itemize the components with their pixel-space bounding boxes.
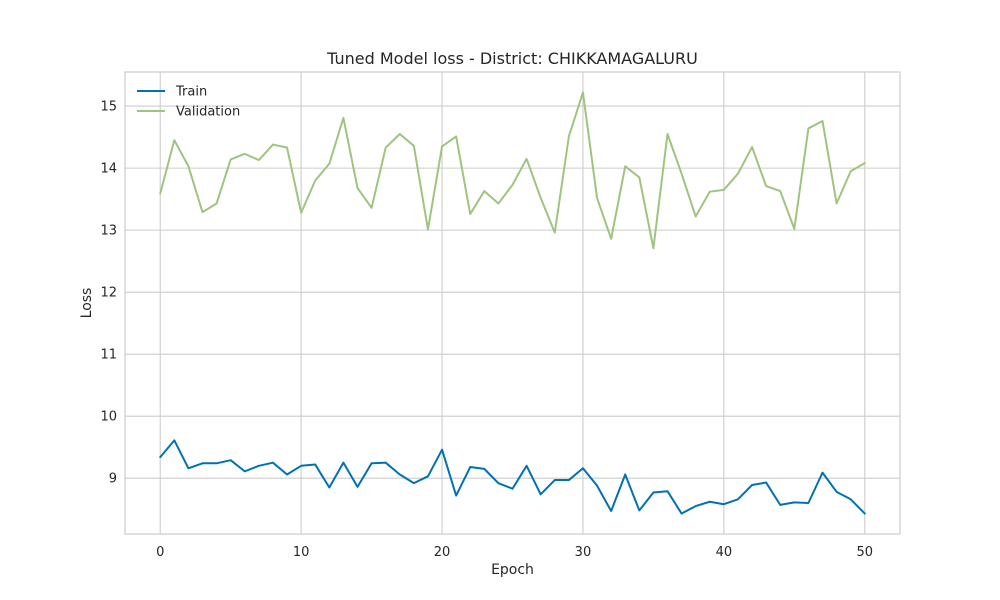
grid-lines: [125, 72, 900, 534]
x-tick-label: 50: [856, 545, 873, 560]
y-tick-label: 14: [100, 162, 117, 177]
chart-title: Tuned Model loss - District: CHIKKAMAGAL…: [326, 49, 698, 68]
series-line-validation: [159, 91, 866, 250]
x-tick-label: 40: [716, 545, 733, 560]
x-tick-label: 0: [156, 545, 164, 560]
y-tick-label: 9: [109, 472, 117, 487]
tick-labels: 0 10 20 30 40 50 9 10 11 12 13 14 15: [100, 100, 873, 560]
series-line-train: [159, 439, 866, 515]
legend-label-validation: Validation: [176, 105, 240, 120]
y-tick-label: 10: [100, 410, 117, 425]
plot-frame: [124, 71, 901, 535]
y-tick-label: 15: [100, 100, 117, 115]
legend-label-train: Train: [175, 85, 207, 100]
x-tick-label: 10: [293, 545, 310, 560]
legend: Train Validation: [137, 85, 240, 120]
y-tick-label: 11: [100, 348, 117, 363]
y-axis-label: Loss: [79, 288, 95, 319]
x-tick-label: 30: [575, 545, 592, 560]
x-axis-label: Epoch: [491, 562, 534, 578]
y-tick-label: 13: [100, 224, 117, 239]
x-tick-label: 20: [434, 545, 451, 560]
plot-background: [125, 72, 900, 534]
series-layer: [159, 91, 866, 515]
y-tick-label: 12: [100, 286, 117, 301]
